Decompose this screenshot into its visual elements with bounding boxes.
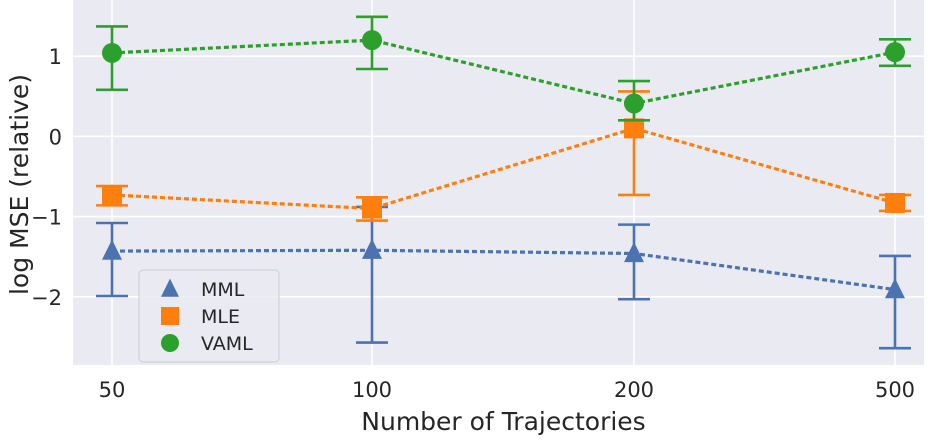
vaml-data-point xyxy=(885,42,905,63)
mml-data-point xyxy=(102,239,122,260)
y-axis-label: log MSE (relative) xyxy=(5,74,34,295)
legend-marker-mml xyxy=(161,278,179,297)
vaml-data-point xyxy=(362,30,382,51)
mle-data-point xyxy=(102,184,122,205)
mml-data-point xyxy=(624,241,644,263)
mle-data-point xyxy=(624,118,644,139)
legend-label-vaml: VAML xyxy=(201,333,253,355)
mml-series-line xyxy=(111,248,896,292)
legend-label-mle: MLE xyxy=(201,306,240,328)
legend-label-mml: MML xyxy=(201,279,245,301)
y-tick-label: 1 xyxy=(49,45,62,69)
mml-data-point xyxy=(885,278,905,299)
mml-data-point xyxy=(362,238,382,259)
vaml-data-point xyxy=(624,93,644,114)
vaml-series-line xyxy=(111,38,896,106)
x-tick-label: 500 xyxy=(875,378,915,402)
legend-marker-vaml xyxy=(161,334,179,352)
y-tick-label: 0 xyxy=(49,125,62,149)
vaml-data-point xyxy=(102,42,122,63)
y-tick-label: −2 xyxy=(31,286,62,310)
x-tick-label: 100 xyxy=(352,378,392,402)
mle-data-point xyxy=(362,198,382,219)
x-tick-label: 50 xyxy=(99,378,126,402)
x-axis-label: Number of Trajectories xyxy=(361,407,645,436)
mle-series-line xyxy=(111,126,896,211)
y-tick-label: −1 xyxy=(31,206,62,230)
legend-marker-mle xyxy=(161,307,179,325)
mle-data-point xyxy=(885,192,905,213)
x-tick-label: 200 xyxy=(614,378,654,402)
